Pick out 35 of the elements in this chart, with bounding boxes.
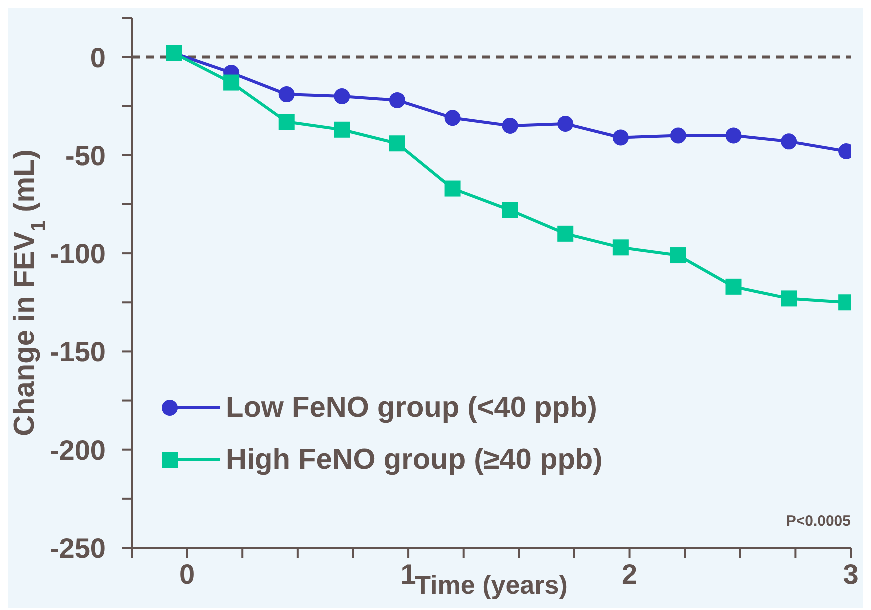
y-tick-label: -100 [50, 238, 106, 270]
legend-label: High FeNO group (≥40 ppb) [226, 444, 603, 476]
point [334, 122, 350, 138]
x-tick-label: 2 [622, 559, 638, 590]
point [389, 136, 406, 152]
point [612, 240, 629, 256]
y-tick-label: -150 [50, 336, 106, 368]
point [444, 110, 461, 126]
x-axis-title: Time (years) [415, 570, 568, 600]
point [781, 134, 798, 150]
point [781, 290, 798, 307]
point [502, 118, 518, 134]
point [558, 226, 574, 242]
point [224, 74, 240, 91]
point [334, 88, 350, 105]
point [726, 278, 742, 295]
point [670, 128, 686, 144]
y-tick-label: -250 [50, 533, 106, 564]
point [278, 86, 295, 103]
point [278, 114, 295, 130]
point [726, 128, 742, 144]
point [612, 130, 629, 146]
point [389, 92, 406, 108]
point [502, 202, 518, 218]
x-tick-label: 1 [400, 559, 416, 590]
x-tick-label: 3 [843, 559, 859, 590]
y-tick-label: 0 [90, 42, 106, 74]
point [444, 180, 461, 197]
point [558, 116, 574, 132]
annotation: P<0.0005 [786, 513, 851, 530]
y-tick-label: -50 [66, 140, 106, 172]
x-tick-label: 0 [180, 559, 196, 590]
legend-label: Low FeNO group (<40 ppb) [226, 392, 598, 424]
y-tick-label: -200 [50, 434, 106, 466]
point [670, 248, 686, 264]
